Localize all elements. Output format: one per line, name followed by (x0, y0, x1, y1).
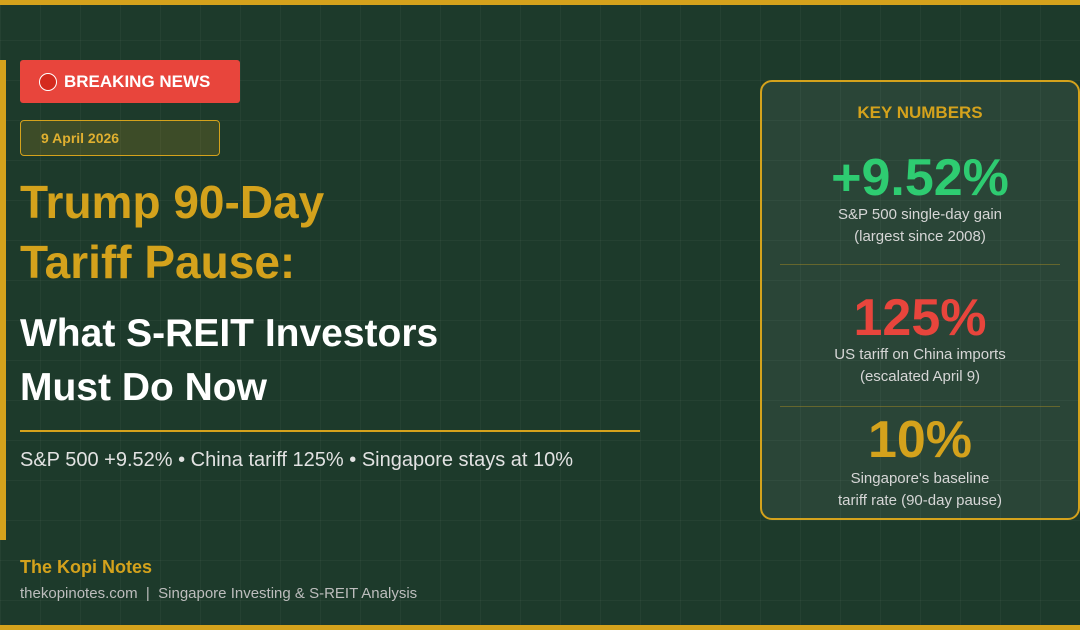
site-line: thekopinotes.com | Singapore Investing &… (20, 585, 418, 602)
key-desc: (largest since 2008) (854, 228, 986, 245)
date-tag: 9 April 2026 (20, 120, 220, 156)
brand: The Kopi Notes (20, 557, 153, 577)
breaking-badge: BREAKING NEWS (20, 60, 240, 103)
key-desc: (escalated April 9) (859, 368, 981, 385)
panel-divider (780, 264, 1060, 265)
key-desc: Singapore's baseline (850, 470, 990, 487)
title-line: Tariff Pause: (20, 236, 296, 288)
side-accent (0, 60, 6, 540)
key-number: +9.52% (831, 149, 1009, 207)
badge-text: BREAKING NEWS (64, 71, 211, 91)
panel-heading: KEY NUMBERS (857, 103, 983, 122)
panel-divider (780, 406, 1060, 407)
key-numbers-panel (760, 80, 1080, 520)
key-number: 10% (867, 411, 973, 469)
key-desc: tariff rate (90-day pause) (838, 492, 1002, 509)
summary: S&P 500 +9.52% • China tariff 125% • Sin… (20, 449, 574, 471)
badge-icon (39, 72, 57, 91)
key-desc: S&P 500 single-day gain (837, 206, 1002, 223)
subtitle-line: What S-REIT Investors (20, 312, 439, 355)
divider (20, 430, 640, 432)
bottom-border (0, 625, 1080, 630)
top-border (0, 0, 1080, 5)
title-line: Trump 90-Day (20, 176, 325, 228)
key-desc: US tariff on China imports (834, 346, 1006, 363)
subtitle-line: Must Do Now (20, 366, 267, 409)
key-number: 125% (853, 289, 987, 347)
